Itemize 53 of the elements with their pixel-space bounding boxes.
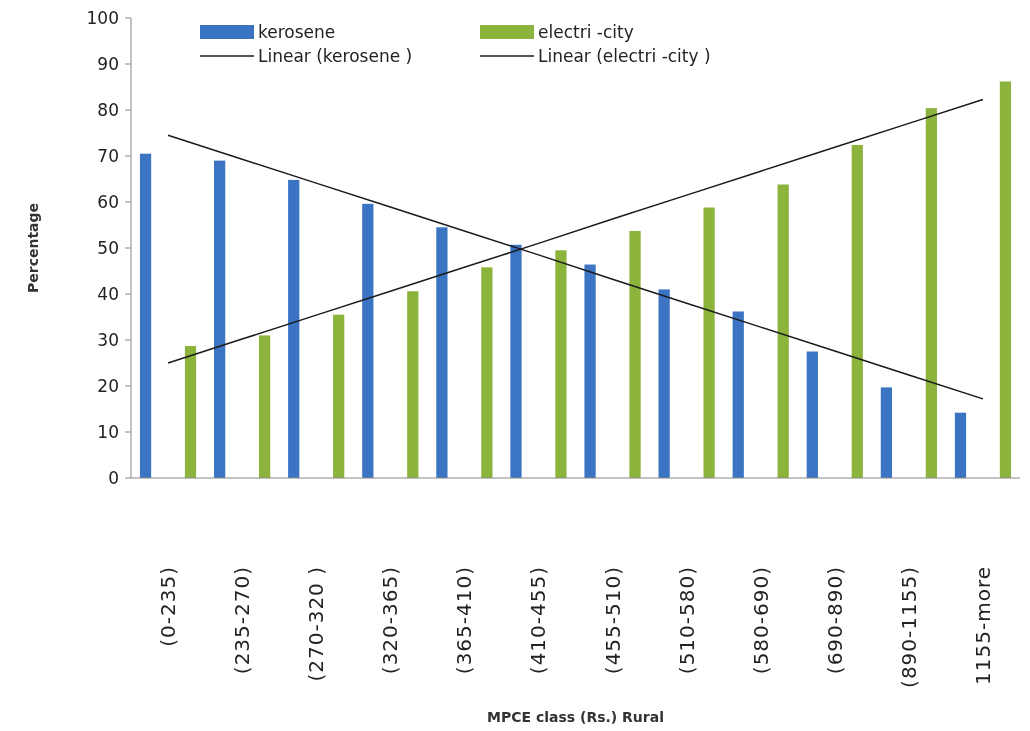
- y-tick-label: 100: [86, 7, 119, 28]
- y-tick-label: 50: [97, 237, 119, 258]
- bar: [925, 108, 937, 478]
- bar: [436, 227, 448, 478]
- y-tick-label: 90: [97, 53, 119, 74]
- x-tick-label: (580-690): [748, 566, 773, 675]
- bar: [481, 267, 493, 478]
- y-tick-label: 10: [97, 421, 119, 442]
- x-tick-label: (690-890): [822, 566, 847, 675]
- bar: [584, 264, 596, 478]
- x-tick-label: (890-1155): [896, 566, 921, 688]
- bar: [629, 230, 641, 478]
- x-tick-label: 1155-more: [970, 566, 995, 685]
- bar: [510, 244, 522, 478]
- legend-label: Linear (kerosene ): [258, 45, 413, 66]
- y-tick-label: 60: [97, 191, 119, 212]
- y-tick-label: 70: [97, 145, 119, 166]
- bar: [954, 412, 967, 478]
- y-tick-label: 30: [97, 329, 119, 350]
- x-tick-label: (365-410): [452, 566, 477, 675]
- x-axis-title: MPCE class (Rs.) Rural: [487, 709, 664, 725]
- x-tick-label: (235-270): [230, 566, 255, 675]
- bar: [703, 207, 715, 478]
- legend-label: Linear (electri -city ): [538, 45, 711, 66]
- y-axis-title: Percentage: [25, 202, 41, 294]
- bar: [333, 314, 345, 478]
- x-tick-label: (510-580): [674, 566, 699, 675]
- y-tick-label: 80: [97, 99, 119, 120]
- legend-label: electri -city: [538, 21, 634, 42]
- x-tick-label: (320-365): [378, 566, 403, 675]
- bar: [139, 153, 152, 478]
- legend-label: kerosene: [258, 21, 336, 42]
- bar: [777, 184, 789, 478]
- x-tick-label: (410-455): [526, 566, 551, 675]
- x-tick-label: (0-235): [156, 566, 181, 647]
- bar: [214, 160, 226, 478]
- bar: [407, 291, 419, 478]
- bar: [851, 144, 863, 478]
- x-tick-label: (455-510): [600, 566, 625, 675]
- bar: [999, 81, 1012, 478]
- bar: [362, 203, 374, 478]
- bar: [806, 351, 818, 478]
- x-tick-label: (270-320 ): [304, 566, 329, 682]
- y-tick-label: 0: [108, 467, 119, 488]
- bar: [288, 179, 300, 478]
- bar: [258, 335, 271, 478]
- bar: [732, 311, 744, 478]
- y-tick-label: 40: [97, 283, 119, 304]
- bar: [658, 289, 670, 478]
- y-tick-label: 20: [97, 375, 119, 396]
- bar: [184, 345, 197, 478]
- bar: [555, 250, 567, 478]
- bar: [880, 387, 893, 478]
